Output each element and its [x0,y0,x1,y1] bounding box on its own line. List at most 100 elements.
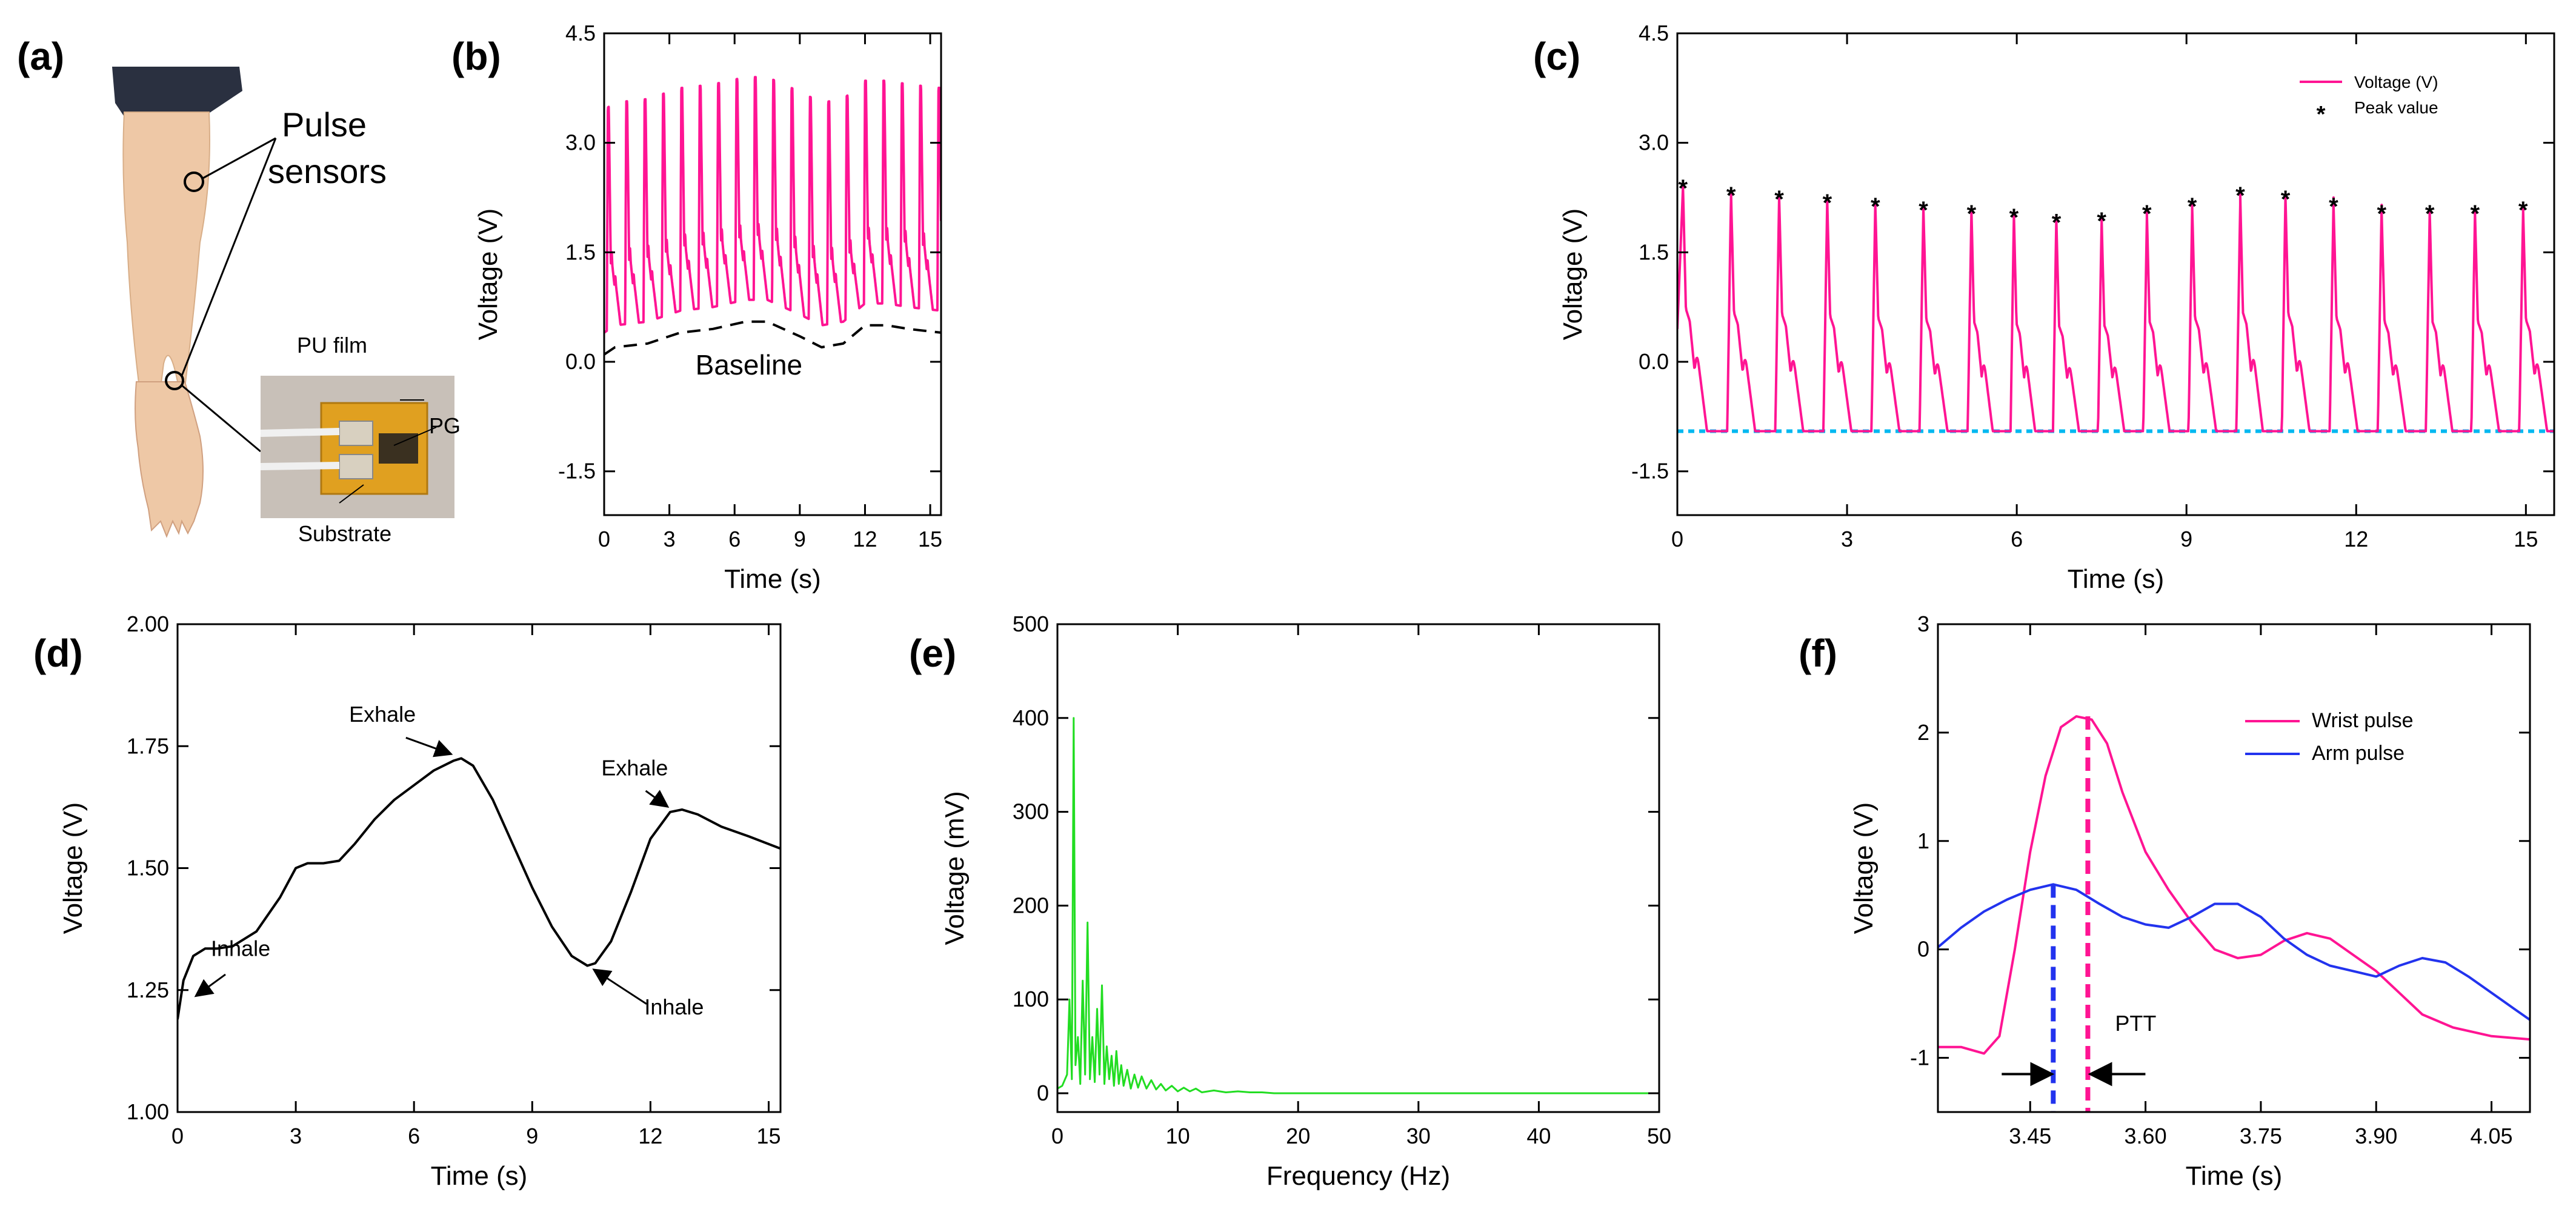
legend-label-voltage: Voltage (V) [2354,73,2438,92]
panel-a: (a) Pulse sensors PU film [17,35,461,546]
wrist-sensor-marker [165,371,184,390]
y-tick-label: -1 [1910,1045,1929,1070]
peak-value-marker: * [1726,182,1736,209]
y-axis-title: Voltage (V) [473,208,503,341]
x-tick-label: 0 [1671,527,1683,551]
electrode-top [339,421,373,446]
x-tick-label: 0 [598,527,610,551]
pulse-sensors-label-line1: Pulse [282,105,367,144]
y-tick-label: 3.0 [1639,130,1669,155]
plot-area [1057,717,1659,1094]
arm-pulse-line [1938,883,2530,1021]
x-tick-label: 3 [1841,527,1853,551]
respiration-series-line [178,757,780,1020]
baseline-annotation: Baseline [696,349,802,381]
pulse-sensors-label-line2: sensors [268,152,387,190]
plot-area [1677,185,2554,433]
substrate-label: Substrate [298,521,391,546]
y-axis-title: Voltage (V) [1558,208,1588,341]
peak-value-marker: * [2518,197,2528,224]
x-tick-label: 6 [728,527,741,551]
peak-value-marker: * [2281,186,2291,213]
y-tick-label: 400 [1013,705,1049,730]
pg-pointer [393,427,437,446]
upper-arm [122,112,210,388]
panel-label: (f) [1799,631,1837,675]
y-tick-label: 1.25 [127,978,169,1002]
panel-label: (c) [1533,35,1580,78]
x-tick-label: 3.90 [2355,1124,2397,1148]
x-tick-label: 3 [290,1124,302,1148]
x-tick-label: 15 [2514,527,2538,551]
y-axis-title: Voltage (V) [58,802,88,934]
y-tick-label: 1 [1917,828,1929,853]
x-tick-label: 40 [1526,1124,1551,1148]
y-tick-label: 0.0 [1639,349,1669,374]
y-tick-label: 3 [1917,611,1929,636]
sensor-inset-photo [260,376,454,518]
y-tick-label: 3.0 [565,130,596,155]
y-tick-label: 4.5 [565,21,596,45]
peak-value-marker: * [2329,193,2338,220]
x-tick-label: 15 [918,527,942,551]
peak-value-marker: * [1871,193,1880,220]
hand [135,381,204,538]
annotation-exhale: Exhale [349,702,416,727]
panel-label: (b) [451,35,501,78]
peak-value-marker: * [2052,210,2062,236]
peak-value-marker: * [2188,193,2197,220]
y-tick-label: 4.5 [1639,21,1669,45]
x-tick-label: 0 [1051,1124,1063,1148]
peak-value-marker: * [1679,175,1688,202]
y-tick-label: 1.5 [565,239,596,264]
x-tick-label: 9 [794,527,806,551]
annotation-arrow [592,968,647,1005]
pointer-line-arm [201,137,276,180]
wire-top [260,428,340,437]
x-tick-label: 9 [526,1124,538,1148]
y-tick-label: 200 [1013,893,1049,918]
y-tick-label: -1.5 [1631,459,1669,484]
panel-a-label: (a) [17,35,64,78]
x-tick-label: 3 [664,527,676,551]
annotation-arrow [405,736,453,758]
baseline-dashed-line [604,320,941,356]
x-tick-label: 20 [1286,1124,1310,1148]
x-tick-label: 10 [1166,1124,1190,1148]
plot-area [178,757,780,1020]
pointer-line-wrist [181,138,277,376]
x-tick-label: 12 [2344,527,2368,551]
x-tick-label: 12 [638,1124,662,1148]
wire-bottom [260,462,340,470]
peak-value-marker: * [2097,208,2106,235]
spectrum-series-line [1057,717,1659,1094]
x-tick-label: 15 [756,1124,780,1148]
x-tick-label: 3.75 [2240,1124,2282,1148]
panel-label: (d) [33,631,83,675]
peak-value-marker: * [2142,201,2152,227]
axes-frame [603,32,942,516]
panel-label: (e) [909,631,956,675]
axes-frame [1676,32,2555,516]
peak-value-marker: * [2235,182,2245,209]
sleeve [112,67,242,121]
ptt-annotation: PTT [2115,1011,2156,1036]
x-tick-label: 0 [171,1124,184,1148]
x-axis-title: Time (s) [724,564,821,594]
y-axis-title: Voltage (V) [1849,802,1879,934]
x-tick-label: 6 [408,1124,420,1148]
y-tick-label: 500 [1013,611,1049,636]
chart-panel-2: (d) Exhale Exhale Inhale Inhale 0 3 6 9 12 15 1.00 1… [33,611,782,1191]
voltage-series-line [1677,185,2554,433]
peak-value-marker: * [1919,197,1928,224]
peak-value-marker: * [2009,204,2019,231]
wrist-pulse-line [1938,715,2530,1055]
y-tick-label: 0 [1917,937,1929,962]
pointer-line-inset [181,384,261,453]
y-tick-label: 1.50 [127,856,169,881]
axes-frame [176,623,782,1113]
charts-container: (b) Baseline 0 3 6 9 12 15 -1.5 0.0 1.5 3.0 4.5 Time … [33,21,2555,1191]
legend-label-0: Wrist pulse [2312,709,2414,732]
peak-value-marker: * [1823,190,1832,216]
